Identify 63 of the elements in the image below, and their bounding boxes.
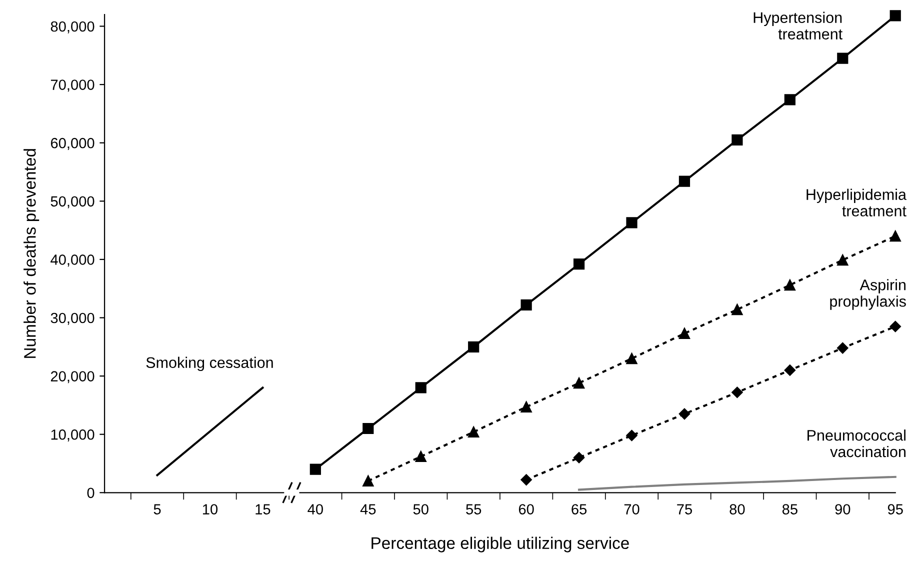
y-axis-title: Number of deaths prevented [24, 149, 40, 358]
point [573, 377, 585, 389]
x-tick-label: 60 [518, 504, 534, 514]
point [732, 134, 743, 146]
series-label: Aspirin prophylaxis [830, 279, 906, 310]
point [573, 258, 585, 270]
point [678, 328, 690, 340]
point [468, 426, 480, 438]
point [362, 475, 374, 487]
point [520, 401, 532, 412]
x-tick-label: 90 [835, 504, 850, 514]
point [415, 382, 426, 394]
y-tick-label: 10,000 [51, 429, 94, 442]
x-tick-label: 40 [308, 504, 323, 514]
point [784, 364, 796, 376]
x-tick-label: 5 [154, 504, 161, 514]
y-tick-label: 70,000 [50, 80, 94, 92]
point [837, 342, 848, 354]
point [415, 450, 426, 462]
x-tick-label: 55 [466, 504, 482, 514]
point [468, 341, 480, 352]
point [890, 320, 901, 332]
point [837, 254, 848, 266]
series-label: Smoking cessation [146, 356, 273, 372]
point [626, 430, 638, 442]
x-tick-label: 50 [413, 504, 428, 514]
x-axis-title: Percentage eligible utilizing service [372, 536, 629, 552]
point [678, 408, 690, 420]
y-tick-label: 0 [87, 488, 94, 498]
y-tick-label: 20,000 [50, 371, 94, 384]
x-tick-label: 65 [572, 504, 587, 514]
x-tick-label: 80 [730, 504, 745, 514]
point [732, 386, 743, 398]
x-tick-label: 45 [360, 504, 376, 514]
series-label: Pneumococcal vaccination [808, 430, 906, 458]
point [837, 52, 848, 64]
x-tick-label: 75 [677, 504, 692, 514]
line-series [578, 476, 896, 491]
y-tick-label: 40,000 [50, 254, 94, 267]
point [520, 299, 532, 310]
point [784, 280, 796, 291]
point [784, 94, 796, 106]
point [626, 217, 638, 228]
y-tick-label: 50,000 [50, 196, 94, 208]
point [678, 176, 690, 187]
point [732, 304, 743, 316]
y-tick-label: 30,000 [50, 312, 94, 325]
x-tick-label: 70 [624, 504, 640, 514]
point [890, 230, 901, 242]
y-tick-label: 60,000 [50, 138, 94, 150]
y-tick-label: 80,000 [50, 21, 94, 34]
point [573, 452, 585, 464]
point [362, 422, 374, 434]
x-tick-label: 85 [782, 504, 798, 514]
series-label: Hypertension treatment [754, 12, 842, 40]
series-label: Hyperlipidemia treatment [806, 188, 906, 216]
point [626, 352, 638, 364]
x-tick-label: 10 [202, 504, 218, 514]
point [520, 474, 532, 486]
x-tick-label: 15 [256, 504, 270, 514]
x-tick-label: 95 [888, 504, 903, 514]
point [310, 464, 321, 475]
point [890, 10, 901, 22]
